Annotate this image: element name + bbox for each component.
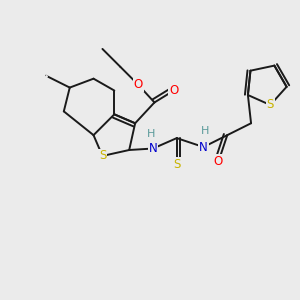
Text: H: H [147, 129, 156, 139]
Text: O: O [169, 84, 178, 97]
Text: O: O [214, 155, 223, 168]
Text: N: N [199, 140, 208, 154]
Text: H: H [201, 126, 209, 136]
Text: S: S [267, 98, 274, 112]
Text: S: S [173, 158, 180, 171]
Text: S: S [99, 149, 106, 162]
Text: N: N [148, 142, 157, 155]
Text: O: O [134, 78, 143, 91]
